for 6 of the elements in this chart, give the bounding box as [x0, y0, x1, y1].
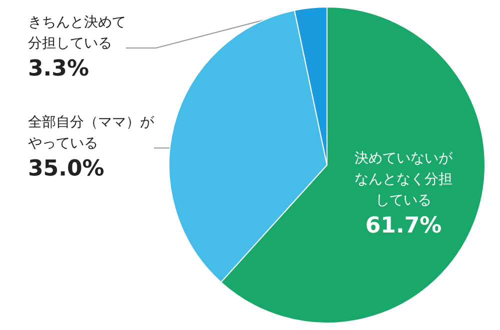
data-label: 3.3% — [28, 56, 90, 82]
slice-label: 決めていないがなんとなく分担している — [354, 150, 454, 208]
data-label: 35.0% — [28, 156, 104, 182]
data-label: 61.7% — [365, 213, 442, 238]
slice-label: 全部自分（ママ）がやっている — [28, 114, 155, 152]
slice-label: きちんと決めて分担している — [28, 14, 126, 52]
